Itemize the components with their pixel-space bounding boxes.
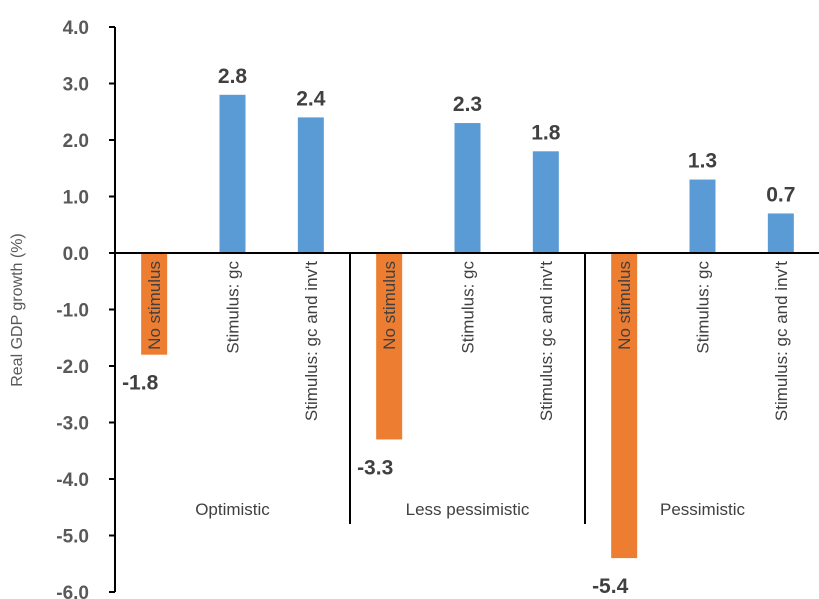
labels-layer: Optimistic No stimulus -1.8 Stimulus: gc 2.8… xyxy=(122,65,795,598)
data-label: -3.3 xyxy=(357,456,393,479)
y-tick-label: -1.0 xyxy=(56,301,89,322)
data-label: -1.8 xyxy=(122,372,159,395)
bar xyxy=(767,213,794,253)
group-label: Pessimistic xyxy=(660,500,746,519)
category-label: Stimulus: gc and inv't xyxy=(772,261,791,421)
data-label: -5.4 xyxy=(592,575,629,598)
category-label: No stimulus xyxy=(380,261,399,350)
bar xyxy=(532,151,559,253)
bar xyxy=(219,94,246,253)
group-label: Optimistic xyxy=(195,500,270,519)
category-label: Stimulus: gc xyxy=(694,261,713,354)
data-label: 2.3 xyxy=(453,93,482,116)
y-tick-label: -4.0 xyxy=(56,470,89,491)
bar xyxy=(689,179,716,253)
axes-layer xyxy=(114,27,819,592)
y-tick-label: 2.0 xyxy=(63,131,89,152)
category-label: Stimulus: gc and inv't xyxy=(302,261,321,421)
y-tick-label: -3.0 xyxy=(56,414,89,435)
data-label: 2.4 xyxy=(296,87,326,110)
y-tick-label: 1.0 xyxy=(63,188,89,209)
y-tick-label: -5.0 xyxy=(56,527,89,548)
y-tick-label: 0.0 xyxy=(63,244,89,265)
bar xyxy=(297,117,324,254)
y-axis-ticks: 4.0 3.0 2.0 1.0 0.0 -1.0 -2.0 -3.0 -4.0 -5.0 -6.0 xyxy=(56,18,115,599)
category-label: No stimulus xyxy=(145,261,164,350)
y-tick-label: 4.0 xyxy=(63,18,89,39)
bar xyxy=(454,123,481,253)
data-label: 1.3 xyxy=(688,150,717,173)
category-label: Stimulus: gc xyxy=(459,261,478,354)
bars-layer xyxy=(141,94,794,559)
category-label: Stimulus: gc xyxy=(224,261,243,354)
data-label: 1.8 xyxy=(531,121,561,144)
y-axis-title: Real GDP growth (%) xyxy=(9,233,26,387)
data-label: 0.7 xyxy=(766,183,795,206)
category-label: Stimulus: gc and inv't xyxy=(537,261,556,421)
bar xyxy=(611,253,638,559)
category-label: No stimulus xyxy=(615,261,634,350)
y-tick-label: -6.0 xyxy=(56,583,89,599)
data-label: 2.8 xyxy=(218,65,248,88)
bar xyxy=(376,253,403,440)
group-label: Less pessimistic xyxy=(406,500,530,519)
y-tick-label: -2.0 xyxy=(56,357,89,378)
bar xyxy=(141,253,168,355)
y-tick-label: 3.0 xyxy=(63,75,89,96)
